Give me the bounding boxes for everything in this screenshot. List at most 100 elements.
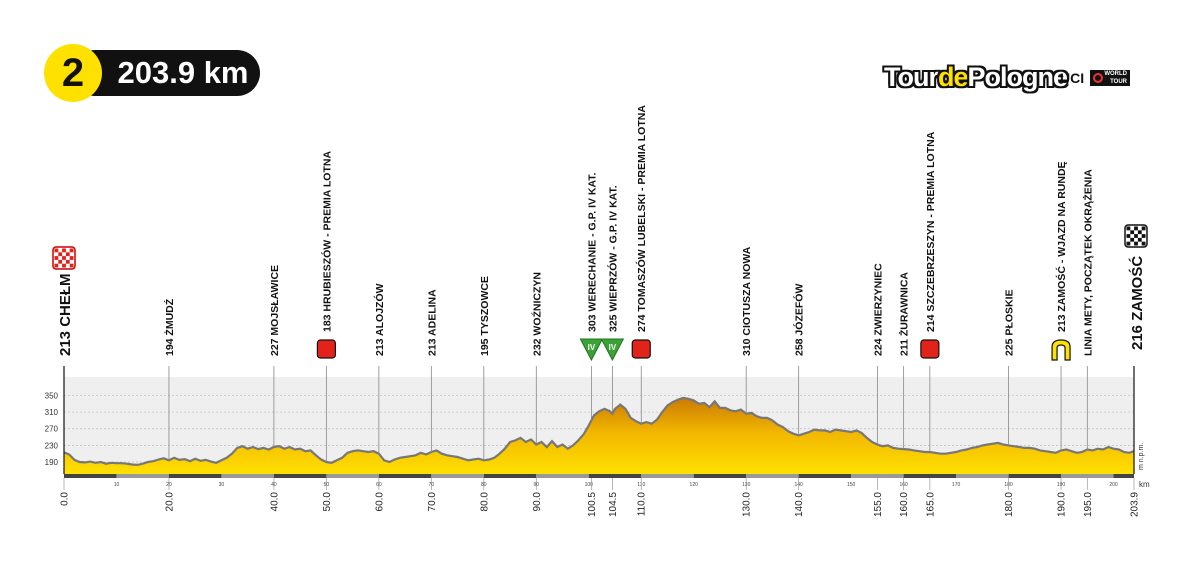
start-flag-cell <box>54 248 59 253</box>
finish-flag-cell <box>1134 234 1138 238</box>
x-unit-label: km <box>1139 480 1150 489</box>
marker-label: 211 ŻURAWNICA <box>898 272 911 356</box>
marker-label: 258 JÓZEFÓW <box>793 284 806 356</box>
finish-flag-cell <box>1126 241 1131 246</box>
marker-label: 213 ADELINA <box>426 289 438 356</box>
major-x-tick-label: 165.0 <box>925 492 936 517</box>
marker-label: LINIA METY, POCZĄTEK OKRĄŻENIA <box>1081 169 1094 356</box>
major-x-tick-label: 70.0 <box>427 492 438 512</box>
major-x-tick-label: 130.0 <box>742 492 753 517</box>
distance-band <box>168 474 222 478</box>
y-axis-title: m n.p.m. <box>1138 443 1145 470</box>
major-x-tick-label: 110.0 <box>637 492 648 517</box>
finish-label: 216 ZAMOŚĆ <box>1128 256 1146 350</box>
marker-labels: 194 ŻMUDŹ 227 MOJSŁAWICE 183 HRUBIESZÓW - … <box>163 105 1094 362</box>
climb-icon <box>600 338 625 362</box>
major-x-tick-label: 60.0 <box>374 492 385 512</box>
start-flag-cell <box>69 248 74 253</box>
profile-layer <box>63 366 1135 474</box>
finish-flag-cell <box>1126 226 1131 231</box>
minor-x-tick-label: 120 <box>690 482 699 488</box>
marker-label: 213 ZAMOŚĆ - WJAZD NA RUNDĘ <box>1055 161 1068 332</box>
marker-label: 194 ŻMUDŹ <box>163 298 176 356</box>
distance-band <box>851 474 904 478</box>
rainbow-rings-icon <box>1093 73 1103 83</box>
marker-label: 310 CIOTUSZA NOWA <box>741 246 753 356</box>
minor-x-tick-label: 170 <box>952 482 961 488</box>
loop-icon <box>1051 339 1071 361</box>
climb-icon <box>579 338 604 362</box>
finish-flag-cell <box>1141 226 1146 231</box>
start-flag-cell <box>69 263 74 268</box>
distance-band <box>693 474 747 478</box>
distance-band <box>641 474 694 478</box>
distance-band <box>483 474 537 478</box>
start-flag-cell <box>69 256 74 260</box>
major-x-tick-label: 140.0 <box>794 492 805 517</box>
tour-de-pologne-logo: TourdePologne UCI WORLD TOUR <box>884 62 1134 96</box>
minor-x-tick-label: 200 <box>1109 482 1118 488</box>
start-flag-cell <box>62 256 66 260</box>
marker-label: 225 PŁOSKIE <box>1004 289 1016 356</box>
sprint-icon <box>920 339 940 359</box>
major-x-tick-label: 190.0 <box>1057 492 1068 517</box>
marker-label: 303 WERECHANIE - G.P. IV KAT. <box>586 172 598 332</box>
profile-outline <box>63 396 1135 467</box>
start-flag-cell <box>65 252 70 257</box>
distance-band <box>536 474 589 478</box>
major-x-tick-label: 80.0 <box>479 492 490 512</box>
major-x-tick-label: 50.0 <box>322 492 333 512</box>
finish-flag-cell <box>1134 241 1138 246</box>
major-x-tick-label: 90.0 <box>532 492 543 512</box>
start-flag-cell <box>58 252 63 257</box>
start-finish-flags: 213 CHEŁM 216 ZAMOŚĆ <box>52 224 1148 356</box>
major-x-tick-label: 104.5 <box>608 492 619 517</box>
distance-band <box>64 474 117 478</box>
marker-label: 274 TOMASZÓW LUBELSKI - PREMIA LOTNA <box>635 105 648 332</box>
major-x-tick-label: 180.0 <box>1004 492 1015 517</box>
marker-label: 227 MOJSŁAWICE <box>269 265 281 356</box>
marker-label: 224 ZWIERZYNIEC <box>872 263 884 356</box>
major-x-tick-label: 0.0 <box>60 492 71 506</box>
major-x-tick-label: 20.0 <box>164 492 175 512</box>
distance-band <box>1008 474 1062 478</box>
distance-band <box>903 474 957 478</box>
y-tick-label: 230 <box>45 441 59 450</box>
start-flag-cell <box>62 248 66 253</box>
sprint-icon <box>631 339 651 359</box>
x-axis: 1020304050607080901001101201301401501601… <box>60 474 1141 517</box>
climb-category-label: IV <box>609 343 617 352</box>
stage-distance: 203.9 km <box>72 50 260 96</box>
y-axis: 190 230 270 310 350 <box>45 391 59 467</box>
sprint-icon <box>316 339 336 359</box>
major-x-tick-label: 160.0 <box>899 492 910 517</box>
minor-x-tick-label: 100 <box>585 482 594 488</box>
uci-logo: UCI <box>1060 70 1085 86</box>
marker-label: 183 HRUBIESZÓW - PREMIA LOTNA <box>320 151 333 332</box>
y-tick-label: 270 <box>45 425 59 434</box>
marker-label: 195 TYSZOWCE <box>479 276 491 356</box>
stage-number: 2 <box>44 44 102 102</box>
profile-area <box>64 397 1134 474</box>
y-tick-label: 350 <box>45 391 59 400</box>
distance-band <box>221 474 274 478</box>
marker-label: 232 WOŹNICZYN <box>530 272 543 356</box>
major-x-tick-label: 203.9 <box>1130 492 1141 517</box>
world-tour-badge: WORLD TOUR <box>1090 70 1130 86</box>
distance-band <box>273 474 327 478</box>
finish-flag-cell <box>1137 237 1142 242</box>
finish-flag-cell <box>1130 237 1135 242</box>
finish-flag-cell <box>1141 234 1146 238</box>
marker-leader-lines <box>168 366 1088 462</box>
distance-band <box>116 474 169 478</box>
y-tick-label: 310 <box>45 408 59 417</box>
start-label: 213 CHEŁM <box>57 273 74 356</box>
distance-band <box>326 474 379 478</box>
major-x-tick-label: 100.5 <box>587 492 598 517</box>
y-tick-label: 190 <box>45 458 59 467</box>
minor-x-tick-label: 10 <box>114 482 120 488</box>
marker-label: 325 WIEPRZÓW - G.P. IV KAT. <box>606 185 619 332</box>
start-flag-cell <box>54 263 59 268</box>
distance-band <box>378 474 432 478</box>
